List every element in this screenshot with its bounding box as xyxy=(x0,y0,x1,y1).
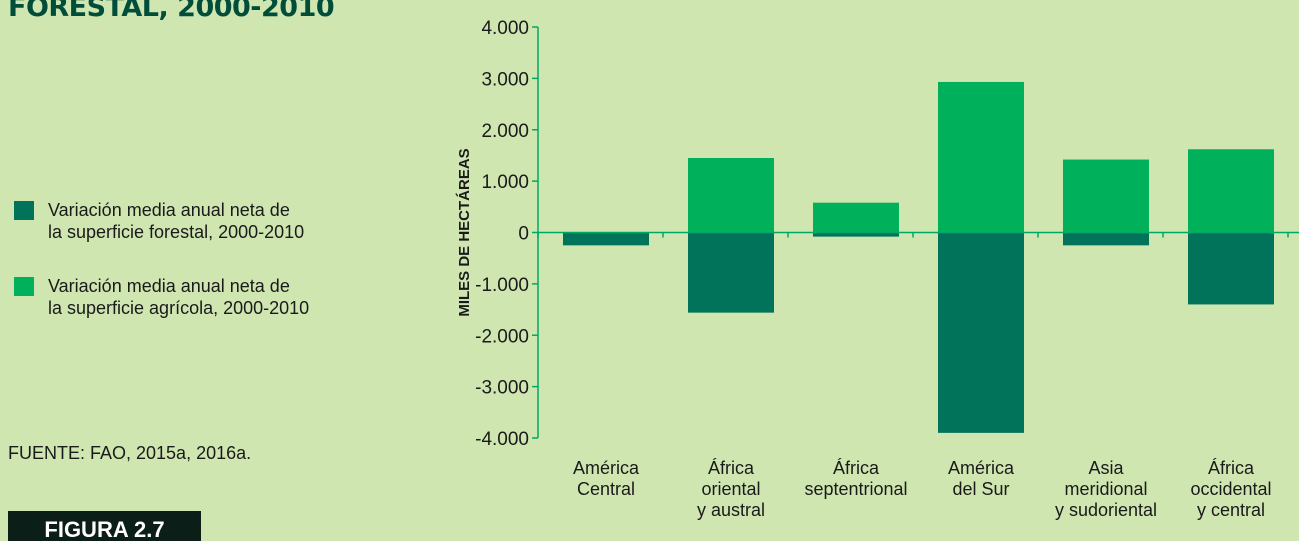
x-tick-label-5-0: África xyxy=(1208,458,1255,478)
bar-agri-2 xyxy=(813,202,899,233)
y-tick-label-0: -4.000 xyxy=(475,429,529,450)
x-tick-label-1-0: África xyxy=(708,458,755,478)
legend-label-agri-line-1: Variación media anual neta de xyxy=(48,276,290,296)
x-tick-label-5-2: y central xyxy=(1197,500,1265,520)
bar-forest-5 xyxy=(1188,232,1274,305)
legend-label-forest-line-1: Variación media anual neta de xyxy=(48,200,290,220)
bar-forest-3 xyxy=(938,232,1024,433)
bar-agri-3 xyxy=(938,81,1024,233)
bar-forest-4 xyxy=(1063,232,1149,246)
x-tick-label-3-0: América xyxy=(948,458,1015,478)
legend-label-agri-line-2: la superficie agrícola, 2000-2010 xyxy=(48,298,310,318)
legend-swatch-forest xyxy=(14,201,34,220)
legend-label-agri: Variación media anual neta de la superfi… xyxy=(48,275,408,319)
legend-item-forest: Variación media anual neta de la superfi… xyxy=(14,199,408,243)
y-tick-label-7: 3.000 xyxy=(481,69,529,90)
x-tick-label-4-2: y sudoriental xyxy=(1055,500,1157,520)
x-tick-label-4-1: meridional xyxy=(1064,479,1147,499)
y-tick-label-3: -1.000 xyxy=(475,275,529,296)
legend: Variación media anual neta de la superfi… xyxy=(14,199,408,351)
y-axis-title: MILES DE HECTÁREAS xyxy=(456,148,473,316)
y-tick-label-4: 0 xyxy=(518,224,529,245)
bar-forest-1 xyxy=(688,232,774,313)
source-note: FUENTE: FAO, 2015a, 2016a. xyxy=(8,443,252,463)
x-tick-label-0-1: Central xyxy=(577,479,635,499)
x-tick-label-1-1: oriental xyxy=(701,479,760,499)
x-tick-label-5-1: occidental xyxy=(1190,479,1271,499)
bar-forest-0 xyxy=(563,232,649,246)
bar-forest-2 xyxy=(813,232,899,237)
x-tick-label-2-1: septentrional xyxy=(804,479,907,499)
y-tick-label-8: 4.000 xyxy=(481,18,529,39)
y-tick-label-5: 1.000 xyxy=(481,172,529,193)
x-tick-label-2-0: África xyxy=(833,458,880,478)
bar-chart: -4.000 -3.000 -2.000 -1.000 0 1.000 2.000 3.000… xyxy=(456,18,1299,520)
x-tick-label-0-0: América xyxy=(573,458,640,478)
y-tick-label-6: 2.000 xyxy=(481,121,529,142)
chart-title: FORESTAL, 2000-2010 xyxy=(8,0,335,23)
legend-label-forest-line-2: la superficie forestal, 2000-2010 xyxy=(48,222,305,242)
x-tick-label-4-0: Asia xyxy=(1088,458,1124,478)
y-tick-label-1: -3.000 xyxy=(475,378,529,399)
legend-item-agri: Variación media anual neta de la superfi… xyxy=(14,275,408,319)
y-tick-label-2: -2.000 xyxy=(475,326,529,347)
legend-swatch-agri xyxy=(14,277,34,296)
bar-agri-4 xyxy=(1063,159,1149,233)
bar-agri-5 xyxy=(1188,149,1274,233)
x-tick-label-3-1: del Sur xyxy=(952,479,1009,499)
x-tick-label-1-2: y austral xyxy=(697,500,765,520)
legend-label-forest: Variación media anual neta de la superfi… xyxy=(48,199,408,243)
bar-agri-1 xyxy=(688,158,774,233)
